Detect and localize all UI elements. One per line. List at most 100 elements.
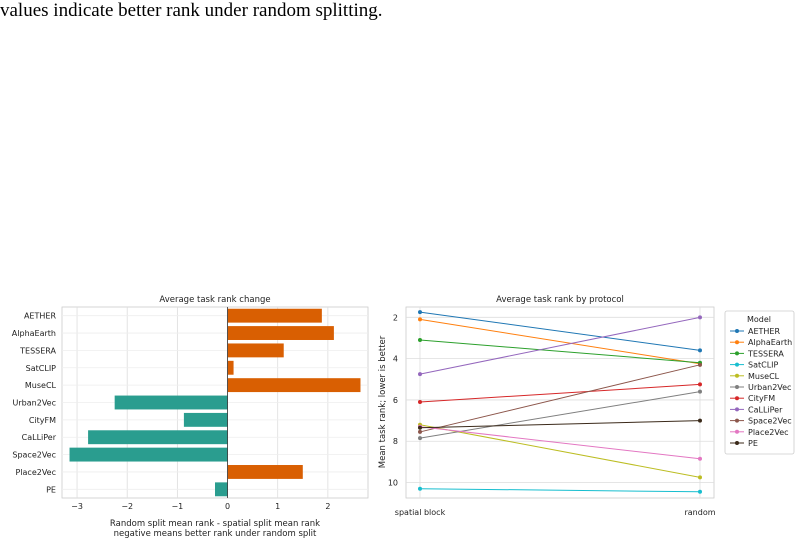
legend-label: MuseCL	[748, 372, 780, 381]
legend-box	[724, 310, 795, 455]
bar-x-tick-label: 2	[325, 502, 330, 511]
series-point-alphaearth	[418, 317, 422, 322]
legend-label: TESSERA	[747, 349, 784, 358]
legend-entry-aether: AETHER	[730, 327, 780, 336]
series-urban2vec	[418, 389, 702, 441]
series-point-space2vec	[418, 429, 422, 434]
bar-space2vec	[69, 447, 228, 462]
series-pe	[418, 418, 702, 430]
legend-label: SatCLIP	[748, 361, 779, 370]
bar-alphaearth	[227, 326, 334, 340]
legend-swatch-marker	[735, 351, 739, 356]
bar-pe	[215, 482, 228, 497]
legend-swatch-marker	[735, 429, 739, 434]
bar-x-tick-label: −1	[171, 502, 183, 511]
series-point-cityfm	[698, 382, 702, 387]
series-point-musecl	[698, 475, 702, 480]
series-cityfm	[418, 382, 702, 404]
legend-swatch-marker	[735, 441, 739, 445]
series-point-pe	[698, 418, 702, 423]
series-point-satclip	[418, 486, 422, 491]
series-aether	[418, 310, 702, 353]
line-x-tick-label: random	[684, 508, 715, 517]
bar-aether	[227, 308, 322, 323]
series-line-tessera	[419, 339, 701, 364]
legend-label: Space2Vec	[748, 417, 792, 426]
legend-swatch-marker	[735, 418, 739, 423]
bar-musecl	[227, 378, 361, 393]
bar-category-label: SatCLIP	[26, 364, 57, 373]
bar-chart-x-label-note: negative means better rank under random …	[114, 529, 317, 539]
series-point-calliper	[418, 372, 422, 377]
legend-swatch-marker	[735, 362, 739, 367]
series-line-satclip	[419, 488, 701, 493]
legend-swatch-marker	[735, 329, 739, 333]
series-line-musecl	[419, 424, 701, 478]
line-chart-x-tick-labels: spatial block random	[395, 508, 716, 517]
legend-swatch-marker	[735, 407, 739, 412]
series-point-urban2vec	[418, 436, 422, 441]
series-line-urban2vec	[419, 391, 701, 439]
legend-label: AETHER	[748, 327, 780, 336]
series-satclip	[418, 486, 702, 494]
line-chart-plot-area	[405, 306, 715, 499]
legend-label: Place2Vec	[748, 428, 789, 437]
bar-x-tick-label: −2	[121, 502, 133, 511]
legend-entries: AETHER AlphaEarth TESSERA SatCLIP MuseCL Urba…	[730, 327, 792, 448]
bar-chart-bars	[69, 308, 361, 497]
line-y-tick-label: 10	[388, 479, 398, 488]
line-y-tick-label: 8	[393, 437, 398, 446]
line-chart-series	[418, 310, 702, 494]
legend-swatch-marker	[735, 385, 739, 389]
series-point-aether	[418, 310, 422, 315]
series-point-place2vec	[698, 456, 702, 461]
figure-caption-fragment: values indicate better rank under random…	[0, 0, 383, 21]
series-point-urban2vec	[698, 389, 702, 394]
bar-calliper	[88, 430, 228, 445]
series-space2vec	[418, 362, 702, 434]
line-y-tick-label: 2	[393, 313, 398, 322]
bar-x-tick-label: −3	[71, 502, 83, 511]
series-point-aether	[698, 348, 702, 353]
bar-category-label: Urban2Vec	[13, 399, 56, 408]
bar-tessera	[227, 343, 284, 358]
bar-category-label: Place2Vec	[15, 468, 56, 477]
bar-chart-x-label: Random split mean rank - spatial split m…	[110, 519, 320, 529]
legend-label: AlphaEarth	[748, 338, 792, 347]
line-chart-y-tick-labels: 2 4 6 8 10	[388, 313, 398, 487]
series-line-pe	[419, 420, 701, 429]
line-x-tick-label: spatial block	[395, 508, 446, 517]
legend-swatch-marker	[735, 373, 739, 378]
series-line-place2vec	[419, 426, 701, 460]
legend-swatch-marker	[735, 396, 739, 401]
line-chart-legend: Model AETHER AlphaEarth TESSERA SatCLIP Muse…	[724, 310, 795, 455]
line-y-tick-label: 4	[393, 355, 398, 364]
bar-satclip	[227, 360, 234, 375]
line-chart-y-label: Mean task rank; lower is better	[378, 335, 388, 468]
series-line-alphaearth	[419, 318, 701, 365]
legend-entry-pe: PE	[730, 439, 758, 448]
bar-urban2vec	[114, 395, 228, 410]
legend-entry-place2vec: Place2Vec	[730, 428, 789, 437]
legend-entry-space2vec: Space2Vec	[730, 417, 792, 426]
bar-category-label: CaLLiPer	[22, 433, 57, 442]
series-point-calliper	[698, 315, 702, 320]
legend-swatch-marker	[735, 340, 739, 345]
bar-category-label: AlphaEarth	[12, 329, 56, 338]
bar-chart-title: Average task rank change	[159, 295, 270, 305]
series-point-satclip	[698, 489, 702, 494]
bar-x-tick-label: 0	[225, 502, 230, 511]
bar-x-tick-label: 1	[275, 502, 280, 511]
series-line-aether	[419, 311, 701, 351]
bar-chart-category-labels: AETHER AlphaEarth TESSERA SatCLIP MuseCL Urba…	[12, 312, 57, 495]
bar-chart-x-tick-labels: −3 −2 −1 0 1 2	[71, 502, 330, 511]
bar-category-label: CityFM	[29, 416, 56, 425]
legend-entry-satclip: SatCLIP	[730, 361, 779, 370]
legend-label: Urban2Vec	[748, 383, 791, 392]
bar-category-label: AETHER	[24, 312, 56, 321]
legend-label: CaLLiPer	[748, 405, 783, 414]
bar-category-label: PE	[46, 485, 56, 494]
bar-place2vec	[227, 465, 303, 479]
legend-entry-calliper: CaLLiPer	[730, 405, 783, 414]
